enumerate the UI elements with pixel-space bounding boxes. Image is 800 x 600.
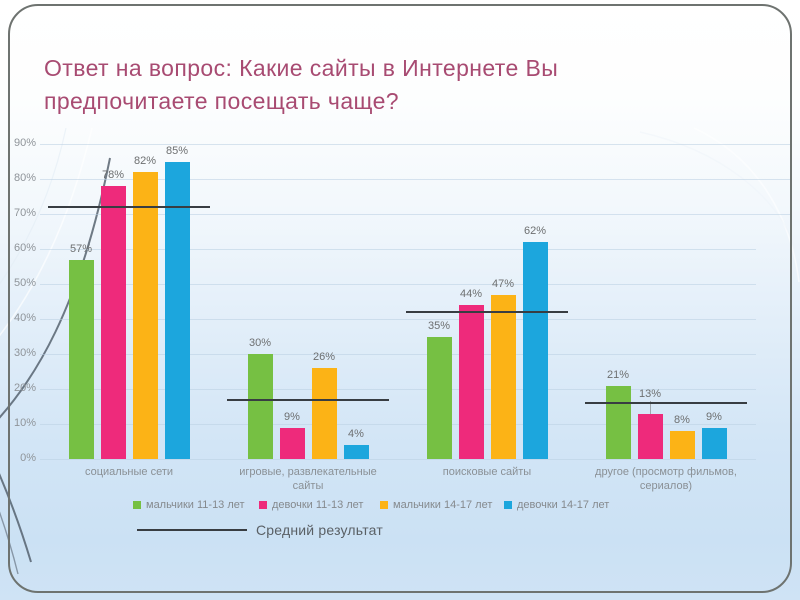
- legend-label: мальчики 14-17 лет: [393, 499, 493, 511]
- bar-value-label: 13%: [638, 387, 662, 400]
- gridline: [40, 424, 756, 425]
- bar: [164, 161, 190, 459]
- bar-value-label: 9%: [706, 410, 722, 423]
- gridline-extension: [756, 214, 792, 215]
- bar-value-label: 21%: [606, 368, 630, 381]
- bar: [100, 186, 126, 459]
- legend-label: девочки 11-13 лет: [272, 499, 364, 511]
- x-axis-category-label: игровые, развлекательные сайты: [239, 466, 377, 493]
- average-legend-label: Средний результат: [256, 522, 383, 538]
- gridline: [40, 389, 756, 390]
- y-axis-tick-label: 0%: [20, 452, 36, 464]
- bar-value-label: 26%: [312, 351, 336, 363]
- bar: [669, 431, 695, 459]
- bar-value-label: 82%: [133, 155, 157, 167]
- gridline-extension: [756, 144, 792, 145]
- y-axis-tick-label: 70%: [13, 207, 36, 219]
- bar: [68, 259, 94, 459]
- bar: [701, 427, 727, 459]
- gridline: [40, 354, 756, 355]
- bar-value-label: 8%: [674, 414, 690, 426]
- legend-label: мальчики 11-13 лет: [146, 499, 245, 511]
- bar-value-label: 57%: [69, 242, 93, 255]
- gridline-extension: [756, 179, 792, 180]
- bar: [132, 172, 158, 459]
- bar-value-label: 44%: [459, 288, 483, 300]
- bar: [458, 305, 484, 459]
- y-axis-tick-label: 20%: [13, 382, 36, 394]
- legend-item: девочки 14-17 лет: [504, 499, 609, 511]
- legend-label: девочки 14-17 лет: [517, 499, 610, 511]
- average-line: [48, 206, 210, 208]
- bar: [279, 427, 305, 459]
- gridline: [40, 214, 756, 215]
- average-line: [406, 311, 568, 313]
- y-axis-tick-label: 10%: [13, 417, 36, 429]
- average-line: [585, 402, 747, 404]
- average-line-swatch: [137, 529, 247, 531]
- bar: [311, 368, 337, 459]
- bar: [426, 336, 452, 459]
- x-axis-category-label: социальные сети: [84, 466, 174, 478]
- bar-value-label: 78%: [101, 169, 125, 181]
- bar: [605, 385, 631, 459]
- y-axis-tick-label: 80%: [13, 172, 36, 184]
- legend-item: мальчики 14-17 лет: [380, 499, 492, 511]
- gridline: [40, 284, 756, 285]
- legend-swatch: [133, 501, 141, 509]
- average-legend: Средний результат: [137, 522, 383, 538]
- gridline: [40, 459, 756, 460]
- average-line: [227, 398, 389, 401]
- legend-item: мальчики 11-13 лет: [133, 499, 245, 511]
- bar-value-label: 9%: [284, 410, 300, 423]
- bar-value-label: 35%: [427, 319, 451, 332]
- legend-item: девочки 11-13 лет: [259, 499, 363, 511]
- y-axis-tick-label: 40%: [13, 312, 36, 324]
- gridline: [40, 179, 756, 180]
- bar-value-label: 85%: [165, 144, 189, 157]
- bar: [637, 413, 663, 459]
- bar: [490, 294, 516, 459]
- y-axis-tick-label: 60%: [13, 242, 36, 254]
- bar-value-label: 62%: [523, 225, 547, 237]
- legend-swatch: [259, 501, 267, 509]
- bar: [522, 242, 548, 459]
- gridline: [40, 319, 756, 320]
- bar-value-label: 47%: [491, 277, 515, 290]
- label-leader-line: [650, 400, 651, 416]
- bar-value-label: 4%: [348, 428, 364, 440]
- legend-swatch: [504, 501, 512, 509]
- slide-title: Ответ на вопрос: Какие сайты в Интернете…: [44, 55, 559, 114]
- x-axis-category-label: поисковые сайты: [442, 466, 532, 478]
- bar-value-label: 30%: [248, 337, 272, 349]
- y-axis-tick-label: 30%: [13, 347, 36, 359]
- x-axis-category-label: другое (просмотр фильмов, сериалов): [595, 466, 737, 493]
- gridline: [40, 144, 756, 145]
- bar: [343, 445, 369, 459]
- bar: [247, 354, 273, 459]
- gridline: [40, 249, 756, 250]
- y-axis-tick-label: 50%: [13, 277, 36, 289]
- legend-swatch: [380, 501, 388, 509]
- y-axis-tick-label: 90%: [13, 137, 36, 149]
